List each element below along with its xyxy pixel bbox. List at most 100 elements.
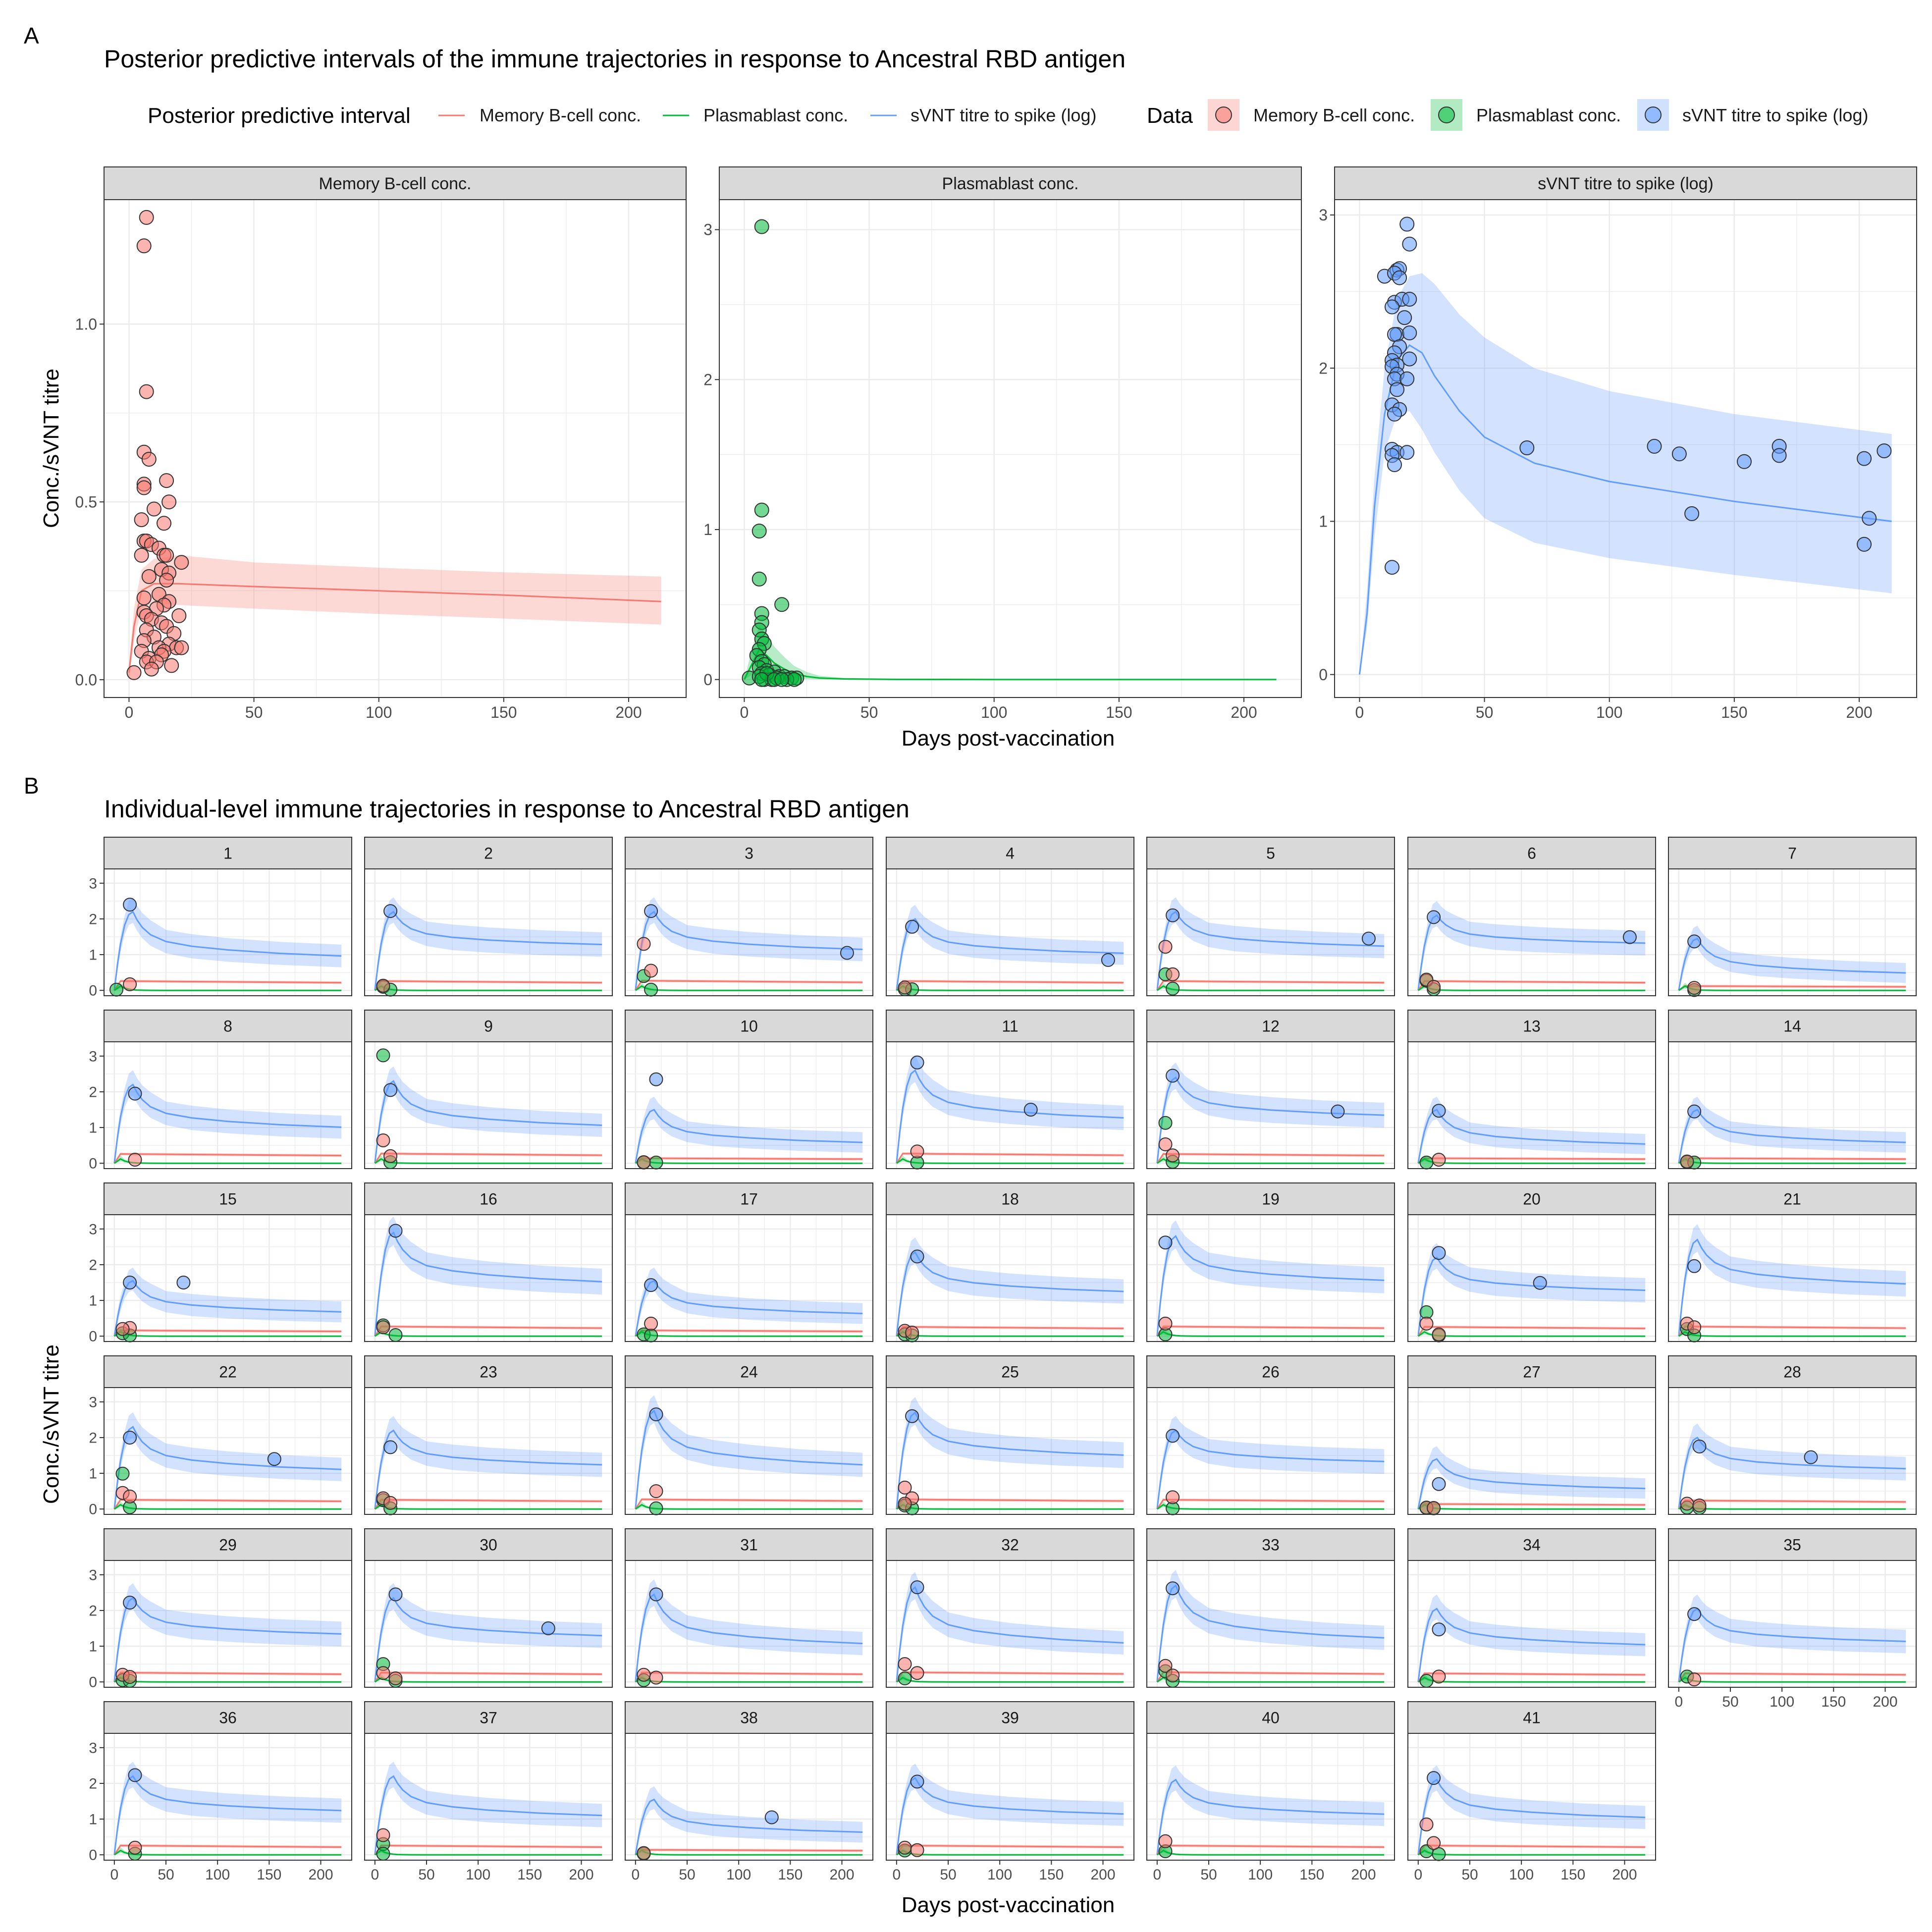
- memory-data-point: [637, 1846, 651, 1860]
- svnt-interval-band: [114, 1412, 342, 1509]
- x-tick-label: 200: [1846, 703, 1872, 721]
- x-tick-label: 0: [125, 703, 134, 721]
- plot-area: [1147, 869, 1395, 996]
- memory-data-point: [898, 1497, 912, 1511]
- strip-background: [104, 1010, 352, 1042]
- memory-data-point: [171, 608, 187, 623]
- plasmablast-median-line: [1156, 1503, 1385, 1510]
- gridlines: [886, 1560, 1134, 1687]
- memory-data-point: [637, 937, 651, 951]
- individual-20: 20: [1407, 1182, 1656, 1342]
- strip-background: [1146, 1701, 1395, 1734]
- plot-area: [886, 1388, 1134, 1514]
- data-points: [128, 1086, 142, 1167]
- svnt-data-point: [764, 1810, 779, 1825]
- y-tick-label: 1: [1319, 513, 1328, 531]
- strip-background: [886, 1528, 1134, 1561]
- individual-1: 1 0 1 2 3: [89, 837, 352, 999]
- data-points: [637, 1587, 663, 1687]
- plot-area: [365, 869, 612, 996]
- x-tick-label: 150: [1106, 703, 1132, 721]
- svnt-interval-band: [1678, 1096, 1906, 1164]
- y-tick-label: 0: [89, 1502, 97, 1518]
- series: [113, 1412, 342, 1510]
- memory-data-point: [1419, 1817, 1434, 1831]
- individual-13: 13: [1407, 1010, 1656, 1170]
- svnt-data-point: [1877, 443, 1892, 459]
- x-tick-label: 50: [245, 703, 263, 721]
- svnt-data-point: [1387, 457, 1402, 472]
- panel-b-letter: B: [24, 773, 39, 799]
- svnt-median-line: [635, 1109, 863, 1164]
- svnt-interval-band: [896, 1571, 1124, 1682]
- memory-data-point: [146, 501, 161, 517]
- panel-border: [104, 868, 352, 996]
- y-tick-label: 2: [89, 1084, 97, 1100]
- plasmablast-median-line: [374, 1158, 602, 1164]
- strip-label: Memory B-cell conc.: [319, 174, 472, 193]
- svnt-interval-band: [635, 1395, 863, 1509]
- gridlines: [104, 1388, 352, 1514]
- memory-data-point: [136, 238, 152, 254]
- svnt-data-point: [123, 1596, 137, 1610]
- svnt-interval-band: [1678, 925, 1906, 991]
- svnt-interval-band: [635, 1786, 863, 1855]
- x-tick-label: 100: [987, 1867, 1012, 1883]
- individual-32: 32: [886, 1528, 1134, 1688]
- svnt-median-line: [113, 1775, 342, 1855]
- strip-background: [1146, 1182, 1395, 1215]
- individual-22: 22 0 1 2 3: [89, 1355, 352, 1518]
- strip-label: 30: [480, 1536, 497, 1554]
- strip-background: [1146, 1010, 1395, 1042]
- individual-21: 21: [1668, 1182, 1917, 1342]
- plasmablast-median-line: [1678, 985, 1906, 991]
- individual-34: 34: [1407, 1528, 1656, 1688]
- plot-area: [886, 1215, 1134, 1342]
- memory-data-point: [157, 516, 171, 531]
- memory-data-point: [1427, 980, 1441, 994]
- series: [1156, 1570, 1385, 1683]
- data-points: [742, 219, 805, 687]
- plasmablast-data-point: [754, 672, 769, 687]
- data-points: [1680, 1259, 1702, 1342]
- plasmablast-data-point: [644, 982, 658, 997]
- y-tick-label: 3: [89, 1567, 97, 1583]
- panel-border: [104, 1733, 352, 1861]
- svnt-median-line: [1417, 1778, 1646, 1855]
- memory-data-point: [1432, 1669, 1446, 1684]
- svnt-data-point: [1671, 446, 1687, 462]
- svnt-median-line: [635, 1409, 863, 1509]
- memory-data-point: [1427, 1501, 1441, 1515]
- svnt-median-line: [374, 911, 602, 991]
- gridlines: [104, 1042, 352, 1169]
- memory-data-point: [637, 1155, 651, 1169]
- individual-33: 33: [1146, 1528, 1395, 1688]
- svnt-interval-band: [375, 1762, 602, 1855]
- panel-border: [104, 1041, 352, 1169]
- x-tick-label: 50: [1722, 1694, 1738, 1710]
- y-tick-label: 2: [89, 1603, 97, 1619]
- svnt-interval-band: [896, 1397, 1124, 1509]
- svnt-median-line: [896, 1586, 1124, 1682]
- svnt-median-line: [1417, 1608, 1646, 1682]
- individual-39: 39 0 50 100 150 200: [886, 1701, 1134, 1883]
- memory-data-point: [637, 1667, 651, 1682]
- plot-area: [1408, 1733, 1656, 1860]
- strip-label: 4: [1006, 845, 1015, 862]
- x-tick-label: 200: [1612, 1867, 1637, 1883]
- memory-data-point: [128, 1153, 142, 1167]
- series: [128, 555, 661, 680]
- plot-area: [365, 1560, 612, 1687]
- svnt-interval-band: [1418, 901, 1646, 991]
- svnt-data-point: [1432, 1477, 1446, 1491]
- strip-label: 33: [1262, 1536, 1280, 1554]
- plot-area: [719, 200, 1301, 698]
- strip-label: 24: [740, 1363, 758, 1381]
- individual-10: 10: [625, 1010, 873, 1170]
- series: [374, 1066, 602, 1164]
- strip-label: 21: [1783, 1190, 1801, 1208]
- panel-border: [364, 1733, 613, 1861]
- panel-border: [625, 1733, 873, 1861]
- panel-a-facets: Memory B-cell conc.0.00.51.00 50 100 150 200…: [75, 166, 1917, 721]
- plasmablast-median-line: [1156, 985, 1385, 991]
